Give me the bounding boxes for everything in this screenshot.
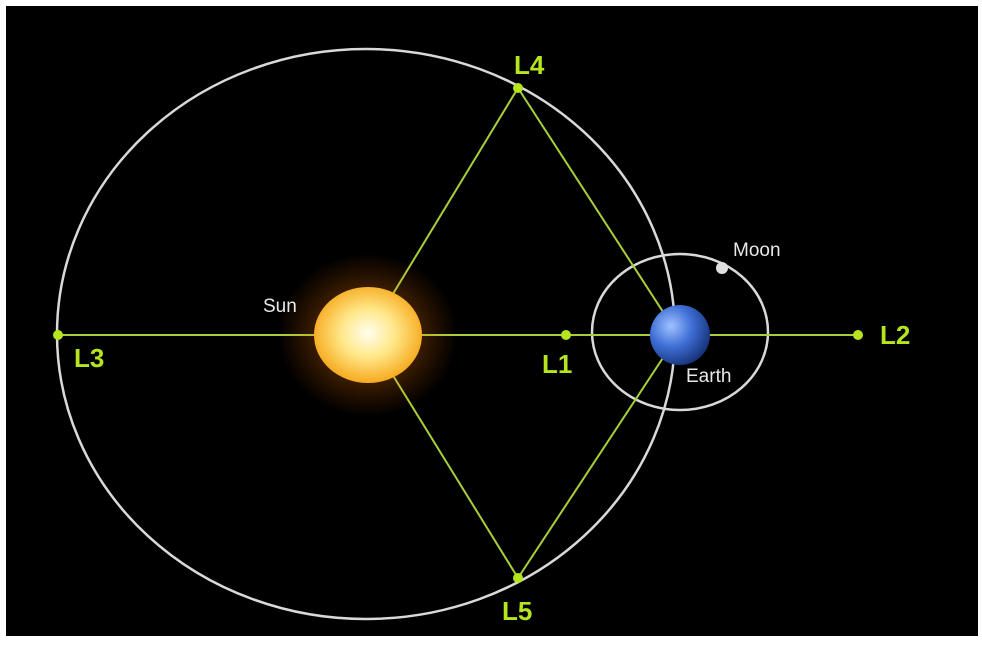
l3-point: [53, 330, 63, 340]
l1-label: L1: [542, 349, 572, 379]
moon-label: Moon: [733, 240, 781, 261]
l2-point: [853, 330, 863, 340]
l3-label: L3: [74, 343, 104, 373]
earth-label: Earth: [686, 366, 731, 387]
l1-point: [561, 330, 571, 340]
diagram: L4 L5 L3 L1 L2 Sun Earth Moon: [0, 0, 982, 664]
sun: [314, 287, 422, 383]
l4-label: L4: [514, 50, 545, 80]
l5-point: [513, 573, 523, 583]
l4-point: [513, 83, 523, 93]
sun-label: Sun: [263, 296, 297, 317]
l5-label: L5: [502, 596, 532, 626]
background: [6, 6, 978, 636]
l2-label: L2: [880, 320, 910, 350]
moon: [716, 262, 728, 274]
earth: [650, 305, 710, 365]
